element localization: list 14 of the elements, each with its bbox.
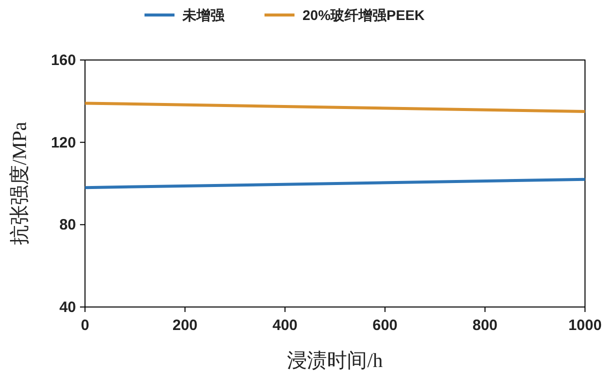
x-tick-label: 200 <box>172 317 198 334</box>
x-tick-label: 600 <box>372 317 398 334</box>
legend-label: 20%玻纤增强PEEK <box>302 7 425 23</box>
x-axis-title: 浸渍时间/h <box>287 350 383 372</box>
x-tick-label: 0 <box>80 317 90 334</box>
legend-label: 未增强 <box>182 7 226 23</box>
y-tick-label: 40 <box>59 299 76 316</box>
y-tick-label: 120 <box>50 134 76 152</box>
x-tick-label: 800 <box>472 317 498 334</box>
y-axis-title: 抗张强度/MPa <box>9 122 31 246</box>
x-tick-label: 1000 <box>568 317 602 334</box>
y-tick-label: 80 <box>59 216 76 234</box>
x-tick-label: 400 <box>272 317 298 334</box>
y-tick-label: 160 <box>50 52 76 69</box>
